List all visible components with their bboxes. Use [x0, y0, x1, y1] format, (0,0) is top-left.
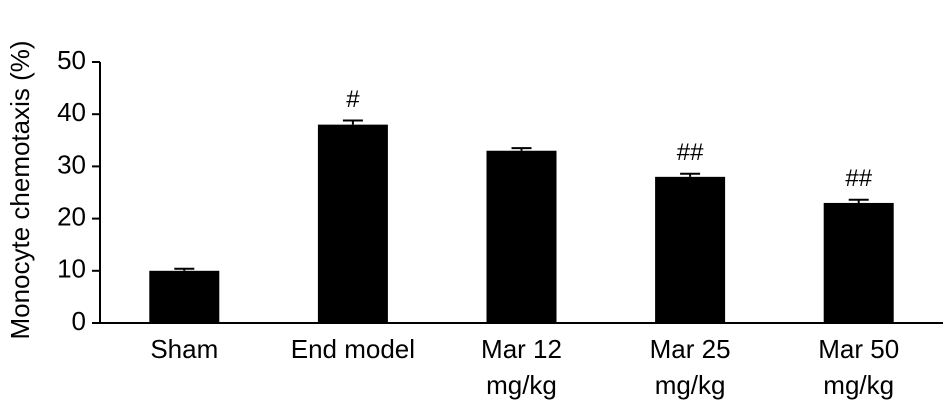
annotation: ## — [845, 165, 872, 192]
x-tick-label: Sham — [150, 334, 218, 364]
error-bar — [848, 198, 869, 203]
y-tick-label: 20 — [57, 201, 86, 231]
y-tick-label: 0 — [72, 306, 86, 336]
error-bar — [342, 119, 363, 125]
x-tick-label: mg/kg — [655, 370, 726, 400]
y-tick-label: 10 — [57, 254, 86, 284]
bar — [655, 176, 726, 323]
x-tick-label: mg/kg — [486, 370, 557, 400]
annotation: ## — [677, 139, 704, 166]
x-tick-label: End model — [291, 334, 415, 364]
error-bar — [174, 267, 195, 271]
bar — [317, 124, 388, 323]
x-tick-label: Mar 12 — [481, 334, 562, 364]
x-tick-label: Mar 50 — [818, 334, 899, 364]
error-bar — [511, 147, 532, 151]
y-axis-label: Monocyte chemotaxis (%) — [5, 40, 35, 339]
x-tick-label: Mar 25 — [650, 334, 731, 364]
y-tick-label: 50 — [57, 45, 86, 75]
error-bar — [680, 172, 701, 177]
y-tick-label: 40 — [57, 97, 86, 127]
x-tick-label: mg/kg — [823, 370, 894, 400]
annotation: # — [346, 86, 360, 113]
bar — [149, 270, 220, 323]
bar — [823, 202, 894, 323]
y-tick-label: 30 — [57, 149, 86, 179]
bar — [486, 150, 557, 323]
